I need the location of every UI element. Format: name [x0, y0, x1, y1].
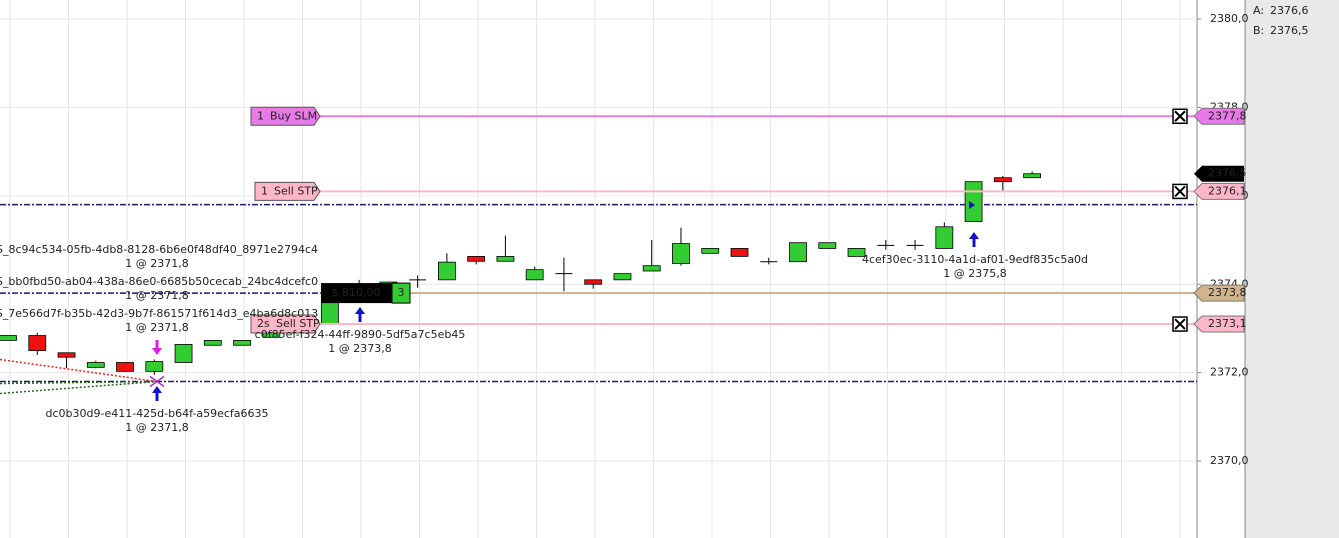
last-price-label: 2376,5	[1208, 167, 1247, 180]
candle-body	[964, 181, 983, 222]
candle-body	[203, 339, 222, 346]
quote-panel	[1245, 0, 1339, 538]
execution-arrow	[355, 307, 365, 322]
candle-body	[57, 352, 76, 358]
execution-name: S_7e566d7f-b35b-42d3-9b7f-861571f614d3_e…	[0, 307, 318, 320]
entry-line	[0, 358, 158, 383]
candle-body	[847, 248, 866, 257]
entry-line	[0, 380, 158, 395]
execution-name: dc0b30d9-e411-425d-b64f-a59ecfa6635	[45, 407, 268, 420]
cancel-x	[1174, 318, 1186, 330]
execution-fill: 1 @ 2373,8	[328, 342, 391, 355]
price-marker-label: 2373,1	[1208, 317, 1247, 330]
qty-text: 3	[398, 286, 405, 299]
candle-body	[467, 256, 486, 262]
order-quantity: 2s	[257, 317, 270, 330]
order-tag[interactable]	[254, 181, 321, 201]
price-marker	[1193, 315, 1245, 333]
fill-marker	[969, 201, 975, 209]
order-tag[interactable]	[250, 106, 321, 126]
bid-label: B:	[1253, 24, 1264, 37]
order-type: Sell STP	[276, 317, 320, 330]
candle-body	[642, 265, 661, 272]
candle-body	[993, 177, 1012, 183]
qty-box	[391, 282, 411, 304]
candle-body	[613, 273, 632, 281]
price-marker	[1193, 107, 1245, 125]
y-tick-label: 2372,0	[1210, 366, 1249, 379]
price-marker-label: 2376,1	[1208, 184, 1247, 197]
candle-body	[701, 248, 720, 254]
execution-name: S_8c94c534-05fb-4db8-8128-6b6e0f48df40_8…	[0, 243, 318, 256]
candle-body	[28, 335, 47, 351]
order-type: Buy SLM	[270, 109, 317, 122]
cancel-x	[1174, 110, 1186, 122]
position-marker-label: 2373,8	[1208, 286, 1247, 299]
candle-body	[525, 269, 544, 281]
pnl-box[interactable]	[321, 283, 392, 304]
execution-arrow	[969, 232, 979, 247]
candle-body	[0, 335, 17, 341]
y-tick-label: 2380,0	[1210, 12, 1249, 25]
execution-arrow	[152, 386, 162, 401]
execution-arrow	[152, 340, 162, 355]
pnl-text: $ 810,00	[332, 286, 381, 299]
execution-fill: 1 @ 2371,8	[125, 289, 188, 302]
last-price-marker	[1194, 165, 1244, 182]
execution-name: S_bb0fbd50-ab04-438a-86e0-6685b50cecab_2…	[0, 275, 318, 288]
candle-body	[789, 242, 807, 263]
position-marker	[1193, 284, 1245, 302]
candle-body	[145, 361, 164, 372]
fill-marker	[149, 375, 165, 388]
candle-body	[174, 343, 193, 363]
candle-body	[584, 279, 603, 285]
execution-fill: 1 @ 2371,8	[125, 321, 188, 334]
execution-fill: 1 @ 2371,8	[125, 421, 188, 434]
candle-body	[1023, 173, 1041, 179]
candle-body	[935, 226, 954, 249]
candle-body	[496, 256, 515, 262]
cancel-x	[1174, 185, 1186, 198]
y-tick-label: 2370,0	[1210, 454, 1249, 467]
price-marker	[1193, 182, 1245, 200]
ask-price: 2376,6	[1270, 4, 1309, 17]
ask-label: A:	[1253, 4, 1264, 17]
candle-body	[730, 248, 749, 257]
price-marker-label: 2377,8	[1208, 109, 1247, 122]
candle-body	[116, 362, 134, 372]
bid-price: 2376,5	[1270, 24, 1309, 37]
candle-body	[672, 243, 690, 264]
candle-body	[818, 242, 837, 249]
candle-body	[86, 362, 105, 368]
candle-body	[437, 261, 456, 281]
candle-body	[233, 339, 251, 346]
execution-fill: 1 @ 2375,8	[943, 267, 1006, 280]
order-quantity: 1	[257, 109, 264, 122]
order-type: Sell STP	[274, 184, 318, 197]
order-quantity: 1	[261, 184, 268, 197]
execution-name: c0f85ef-f324-44ff-9890-5df5a7c5eb45	[255, 328, 466, 341]
execution-name: 4cef30ec-3110-4a1d-af01-9edf835c5a0d	[862, 253, 1088, 266]
execution-fill: 1 @ 2371,8	[125, 257, 188, 270]
order-tag[interactable]	[250, 314, 321, 334]
